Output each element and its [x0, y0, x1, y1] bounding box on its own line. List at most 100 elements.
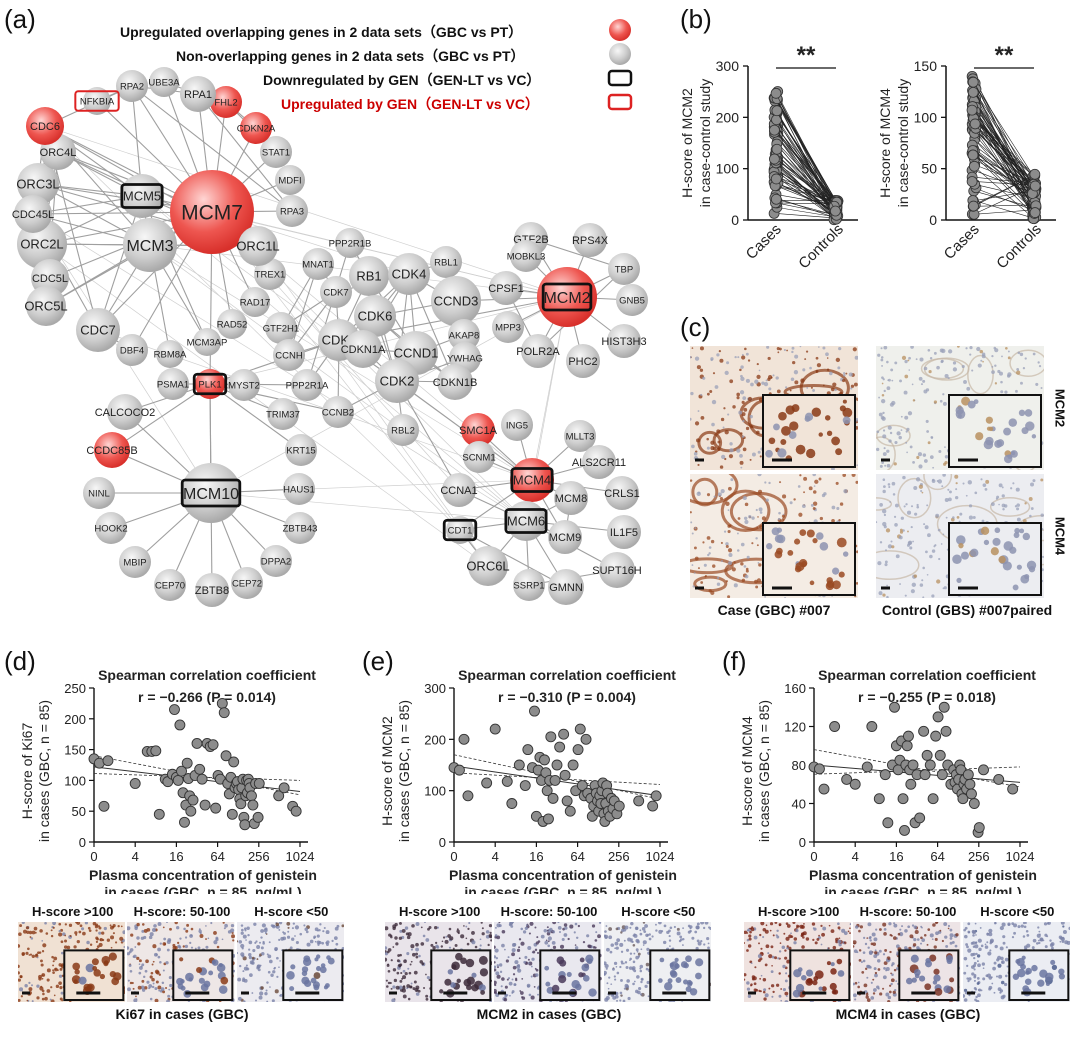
nucleus [399, 929, 403, 933]
pair-line [775, 160, 837, 220]
nucleus [134, 926, 139, 931]
nucleus [912, 460, 915, 464]
nucleus [648, 933, 651, 936]
nucleus [217, 945, 220, 949]
node-mpp3: MPP3 [492, 311, 524, 343]
nucleus [412, 987, 416, 991]
nucleus [883, 513, 887, 517]
node-label: UBE3A [148, 77, 180, 88]
nucleus [60, 991, 64, 995]
data-point [199, 799, 211, 811]
nucleus [842, 379, 846, 383]
nucleus [1040, 513, 1044, 517]
nucleus [998, 371, 1003, 376]
nucleus [261, 923, 266, 928]
nucleus [888, 439, 892, 443]
node-label: CALCOCO2 [95, 407, 156, 419]
nucleus [59, 967, 63, 971]
node-circle [616, 284, 648, 316]
nucleus [620, 962, 623, 965]
nucleus [765, 924, 768, 927]
gland [923, 474, 953, 491]
pair-line [775, 98, 837, 202]
nucleus [920, 489, 923, 493]
nucleus [972, 956, 976, 960]
nucleus [1024, 502, 1027, 505]
nucleus [771, 955, 775, 959]
nucleus [886, 463, 891, 468]
nucleus [247, 948, 250, 951]
nucleus [18, 971, 20, 975]
pair-line [775, 202, 837, 205]
data-point [973, 822, 985, 834]
nucleus [971, 369, 974, 372]
pair-line [973, 88, 1035, 212]
node-circle [510, 240, 542, 272]
nucleus [687, 924, 691, 928]
nucleus [791, 350, 794, 354]
nucleus [694, 527, 697, 530]
nucleus [1001, 494, 1005, 498]
nucleus [110, 935, 115, 940]
nucleus [882, 593, 886, 597]
nucleus [757, 954, 762, 959]
inset-nucleus [911, 977, 918, 983]
inset-nucleus [1026, 560, 1037, 570]
nucleus [988, 949, 992, 952]
node-circle [463, 441, 495, 473]
nucleus [162, 990, 166, 994]
nucleus [889, 990, 892, 994]
nucleus [896, 952, 900, 956]
data-point [187, 794, 199, 806]
nucleus [494, 988, 498, 993]
nucleus [136, 956, 140, 961]
node-rpa1: RPA1 [180, 76, 216, 112]
gland [712, 428, 745, 453]
nucleus [163, 969, 166, 972]
nucleus [18, 998, 21, 1002]
nucleus [695, 946, 699, 951]
nucleus [610, 983, 612, 985]
nucleus [757, 516, 759, 518]
nucleus [141, 963, 145, 967]
x-tick-label: 4 [132, 849, 139, 864]
nucleus [303, 924, 306, 927]
nucleus [607, 927, 612, 931]
nucleus [921, 938, 926, 942]
nucleus [46, 968, 51, 973]
nucleus [892, 493, 896, 496]
inset-nucleus [793, 969, 802, 978]
nucleus [725, 580, 728, 583]
nucleus [494, 965, 497, 969]
nucleus [967, 922, 970, 926]
node-circle [607, 324, 641, 358]
node-label: ORC1L [236, 239, 279, 254]
inset-nucleus [315, 954, 320, 959]
nucleus [163, 937, 167, 941]
nucleus [865, 967, 868, 971]
inset-nucleus [451, 961, 460, 971]
nucleus [81, 927, 85, 931]
data-point [930, 730, 942, 742]
nucleus [697, 410, 700, 412]
node-label: RB1 [356, 269, 381, 284]
nucleus [183, 927, 187, 931]
node-circle [548, 569, 584, 605]
nucleus [913, 574, 918, 578]
nucleus [499, 924, 503, 928]
inset-nucleus [933, 980, 938, 985]
nucleus [929, 455, 934, 459]
nucleus [1001, 486, 1004, 489]
node-cdt1: CDT1 [442, 516, 478, 544]
nucleus [410, 948, 413, 951]
nucleus [706, 446, 710, 450]
nucleus [316, 940, 320, 945]
inset-nucleus [985, 416, 993, 424]
nucleus [222, 922, 226, 924]
nucleus [250, 961, 255, 965]
nucleus [866, 937, 869, 939]
nucleus [1061, 940, 1064, 944]
nucleus [603, 961, 607, 966]
nucleus [519, 990, 522, 992]
nucleus [324, 941, 328, 944]
